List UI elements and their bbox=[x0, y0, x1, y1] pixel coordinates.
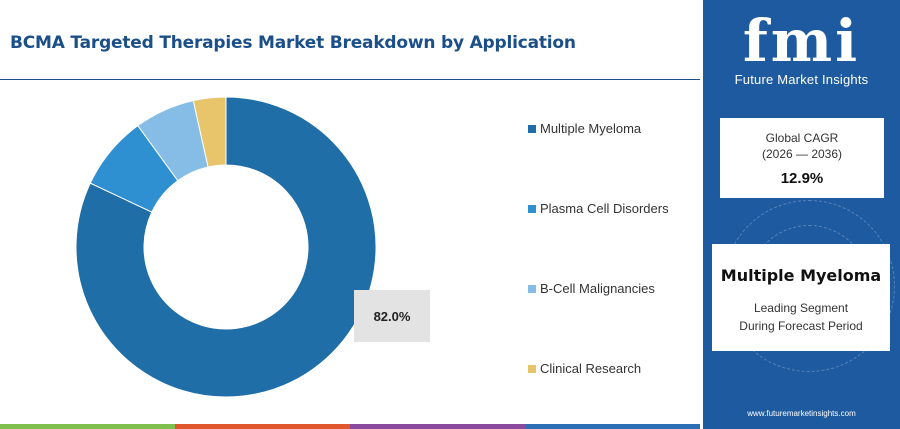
data-label-multiple-myeloma: 82.0% bbox=[354, 290, 430, 342]
legend-item-multiple-myeloma: Multiple Myeloma bbox=[528, 121, 641, 136]
legend-swatch bbox=[528, 124, 536, 133]
cagr-range: (2026 — 2036) bbox=[761, 147, 843, 161]
bottom-bar-segment-1 bbox=[175, 424, 350, 429]
legend-swatch bbox=[528, 364, 536, 373]
website-link[interactable]: www.futuremarketinsights.com bbox=[747, 409, 856, 418]
bottom-color-bar bbox=[0, 424, 700, 429]
cagr-value: 12.9% bbox=[780, 170, 824, 187]
legend-label: B-Cell Malignancies bbox=[540, 281, 655, 296]
bottom-bar-segment-3 bbox=[525, 424, 700, 429]
cagr-label: Global CAGR bbox=[765, 131, 839, 145]
legend-label: Plasma Cell Disorders bbox=[540, 201, 669, 216]
chart-panel: BCMA Targeted Therapies Market Breakdown… bbox=[0, 33, 700, 429]
donut-slice-multiple-myeloma bbox=[75, 96, 377, 398]
legend-label: Multiple Myeloma bbox=[540, 121, 642, 136]
legend-swatch bbox=[528, 204, 536, 213]
segment-name: Multiple Myeloma bbox=[720, 266, 882, 285]
donut-slice-clinical-research bbox=[192, 96, 227, 168]
segment-description: Leading Segment During Forecast Period bbox=[712, 299, 890, 335]
bottom-bar-segment-2 bbox=[350, 424, 525, 429]
segment-desc-line1: Leading Segment bbox=[753, 301, 849, 315]
cagr-card: Global CAGR (2026 — 2036) 12.9% bbox=[720, 118, 884, 198]
legend-swatch bbox=[528, 284, 536, 293]
legend-item-plasma-cell-disorders: Plasma Cell Disorders bbox=[528, 201, 669, 216]
sidebar-panel: fmi Future Market Insights Global CAGR (… bbox=[703, 0, 900, 429]
donut-chart bbox=[75, 96, 377, 398]
fmi-logo: fmi Future Market Insights bbox=[703, 10, 900, 87]
logo-text: fmi bbox=[742, 7, 861, 75]
legend-label: Clinical Research bbox=[540, 361, 642, 376]
segment-desc-line2: During Forecast Period bbox=[739, 319, 863, 333]
title-divider bbox=[0, 79, 700, 80]
chart-title: BCMA Targeted Therapies Market Breakdown… bbox=[10, 33, 576, 53]
legend-item-clinical-research: Clinical Research bbox=[528, 361, 641, 376]
logo-subtitle: Future Market Insights bbox=[734, 72, 869, 87]
leading-segment-card: Multiple Myeloma Leading Segment During … bbox=[712, 244, 890, 351]
bottom-bar-segment-0 bbox=[0, 424, 175, 429]
legend-item-b-cell-malignancies: B-Cell Malignancies bbox=[528, 281, 655, 296]
